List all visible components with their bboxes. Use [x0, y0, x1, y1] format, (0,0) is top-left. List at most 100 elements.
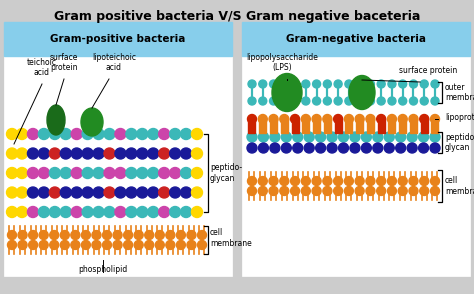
Circle shape — [356, 97, 364, 105]
Circle shape — [115, 148, 126, 159]
Circle shape — [7, 168, 18, 178]
Circle shape — [17, 206, 27, 218]
Circle shape — [345, 186, 354, 196]
Circle shape — [49, 148, 60, 159]
Circle shape — [71, 148, 82, 159]
Circle shape — [334, 80, 342, 88]
Circle shape — [338, 132, 348, 142]
Circle shape — [399, 97, 407, 105]
Circle shape — [18, 230, 27, 240]
Circle shape — [384, 143, 394, 153]
Circle shape — [170, 187, 181, 198]
Circle shape — [60, 240, 69, 249]
Circle shape — [60, 168, 71, 178]
Circle shape — [82, 128, 93, 139]
Circle shape — [93, 148, 104, 159]
Circle shape — [115, 168, 126, 178]
Circle shape — [134, 240, 143, 249]
Circle shape — [431, 80, 439, 88]
Bar — [242, 22, 470, 276]
Circle shape — [126, 206, 137, 218]
Circle shape — [345, 114, 354, 123]
Circle shape — [191, 148, 202, 159]
Circle shape — [8, 240, 17, 249]
Bar — [292, 119, 299, 133]
Circle shape — [27, 206, 38, 218]
Circle shape — [187, 240, 196, 249]
Circle shape — [269, 177, 278, 186]
Circle shape — [198, 240, 207, 249]
Circle shape — [316, 143, 326, 153]
Circle shape — [312, 114, 321, 123]
Text: lipoprotein: lipoprotein — [445, 113, 474, 123]
Circle shape — [334, 186, 343, 196]
Bar — [324, 119, 331, 133]
Ellipse shape — [81, 108, 103, 136]
Circle shape — [247, 114, 256, 123]
Circle shape — [291, 97, 299, 105]
Circle shape — [191, 128, 202, 139]
Circle shape — [92, 240, 101, 249]
Text: peptido-
glycan: peptido- glycan — [210, 163, 242, 183]
Bar — [270, 119, 277, 133]
Circle shape — [293, 132, 303, 142]
Circle shape — [38, 128, 49, 139]
Circle shape — [126, 168, 137, 178]
Circle shape — [27, 187, 38, 198]
Circle shape — [71, 230, 80, 240]
Circle shape — [407, 143, 417, 153]
Circle shape — [384, 132, 394, 142]
Bar — [378, 119, 385, 133]
Circle shape — [281, 143, 292, 153]
Circle shape — [269, 114, 278, 123]
Circle shape — [316, 132, 326, 142]
Bar — [4, 22, 232, 56]
Circle shape — [18, 240, 27, 249]
Circle shape — [334, 177, 343, 186]
Circle shape — [407, 132, 417, 142]
Circle shape — [270, 132, 280, 142]
Circle shape — [71, 168, 82, 178]
Circle shape — [366, 114, 375, 123]
Bar — [335, 119, 342, 133]
Text: cell
membrane: cell membrane — [445, 176, 474, 196]
Circle shape — [102, 240, 111, 249]
Circle shape — [60, 148, 71, 159]
Circle shape — [145, 230, 154, 240]
Circle shape — [115, 206, 126, 218]
Circle shape — [27, 148, 38, 159]
Circle shape — [387, 114, 396, 123]
Circle shape — [377, 80, 385, 88]
Circle shape — [258, 186, 267, 196]
Circle shape — [248, 97, 256, 105]
Circle shape — [270, 143, 280, 153]
Circle shape — [388, 80, 396, 88]
Circle shape — [430, 132, 440, 142]
Circle shape — [155, 230, 164, 240]
Bar — [388, 119, 395, 133]
Circle shape — [258, 132, 268, 142]
Circle shape — [170, 148, 181, 159]
Circle shape — [49, 206, 60, 218]
Bar — [248, 119, 255, 133]
Bar — [302, 119, 310, 133]
Circle shape — [345, 177, 354, 186]
Text: phospholipid: phospholipid — [78, 265, 128, 274]
Circle shape — [82, 240, 91, 249]
Circle shape — [82, 206, 93, 218]
Circle shape — [60, 230, 69, 240]
Circle shape — [145, 240, 154, 249]
Circle shape — [327, 143, 337, 153]
Circle shape — [350, 143, 360, 153]
Circle shape — [115, 187, 126, 198]
Circle shape — [60, 206, 71, 218]
Circle shape — [71, 240, 80, 249]
Circle shape — [166, 240, 175, 249]
Circle shape — [396, 143, 406, 153]
Circle shape — [191, 168, 202, 178]
Circle shape — [7, 128, 18, 139]
Circle shape — [387, 186, 396, 196]
Circle shape — [104, 206, 115, 218]
Circle shape — [170, 128, 181, 139]
Circle shape — [49, 168, 60, 178]
